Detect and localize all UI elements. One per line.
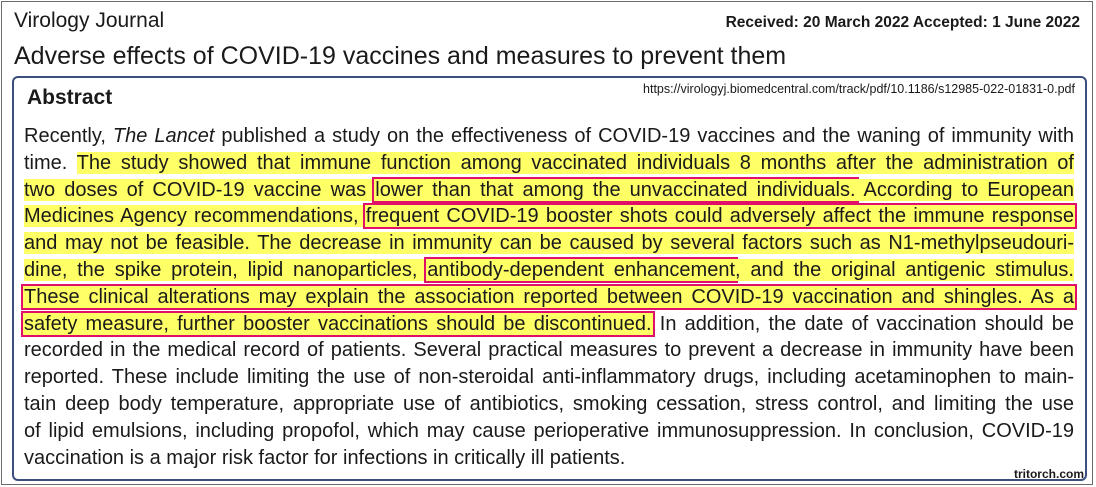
- abstract-text: recorded in the medical record of patien…: [24, 339, 1074, 362]
- abstract-text: The Lancet: [112, 125, 215, 147]
- credit-watermark: tritorch.com: [1013, 467, 1084, 481]
- boxed-highlight-text: These clinical alterations may explain t…: [21, 283, 1077, 310]
- abstract-line: safety measure, further booster vaccinat…: [21, 310, 1074, 338]
- abstract-text: tain deep body temperature, appropriate …: [24, 392, 1074, 415]
- abstract-heading: Abstract: [27, 86, 113, 109]
- abstract-paragraph: Recently, The Lancet published a study o…: [21, 123, 1077, 472]
- abstract-text: In addition, the date of vaccination sho…: [651, 312, 1074, 335]
- abstract-text: reported. These include limiting the use…: [24, 366, 1074, 389]
- boxed-highlight-text: antibody-dependent enhancement: [424, 256, 739, 283]
- abstract-line: and may not be feasible. The decrease in…: [24, 230, 1074, 257]
- abstract-box: Abstract https://virologyj.biomedcentral…: [12, 76, 1087, 481]
- abstract-line: recorded in the medical record of patien…: [24, 337, 1074, 364]
- highlighted-text: The study showed that immune function am…: [76, 151, 1074, 174]
- abstract-line: time. The study showed that immune funct…: [24, 150, 1074, 177]
- highlighted-text: Medicines Agency recommendations,: [24, 205, 366, 228]
- article-title: Adverse effects of COVID-19 vaccines and…: [14, 42, 787, 70]
- highlighted-text: According to European: [855, 178, 1075, 201]
- abstract-text: published a study on the effectiveness o…: [214, 125, 1074, 147]
- abstract-line: reported. These include limiting the use…: [24, 364, 1074, 391]
- highlighted-text: two doses of COVID-19 vaccine was: [24, 178, 376, 201]
- abstract-line: Recently, The Lancet published a study o…: [24, 123, 1074, 150]
- abstract-text: of lipid emulsions, including propofol, …: [24, 419, 1074, 442]
- abstract-text: Recently,: [24, 125, 113, 147]
- abstract-text: time.: [24, 151, 77, 174]
- abstract-line: These clinical alterations may explain t…: [21, 283, 1077, 311]
- abstract-line: of lipid emulsions, including propofol, …: [24, 418, 1074, 445]
- dates-line: Received: 20 March 2022 Accepted: 1 June…: [725, 14, 1080, 31]
- abstract-line: dine, the spike protein, lipid nanoparti…: [24, 256, 1074, 284]
- abstract-line: two doses of COVID-19 vaccine was lower …: [24, 176, 1075, 204]
- boxed-highlight-text: frequent COVID-19 booster shots could ad…: [362, 203, 1077, 230]
- abstract-text: vaccination is a major risk factor for i…: [24, 446, 626, 469]
- journal-name: Virology Journal: [14, 9, 165, 32]
- abstract-line: tain deep body temperature, appropriate …: [24, 391, 1074, 418]
- boxed-highlight-text: safety measure, further booster vaccinat…: [21, 310, 655, 337]
- highlighted-text: , and the original antigenic stimulus.: [735, 258, 1074, 281]
- abstract-line: vaccination is a major risk factor for i…: [24, 445, 1074, 472]
- abstract-line: Medicines Agency recommendations, freque…: [24, 203, 1077, 230]
- source-url[interactable]: https://virologyj.biomedcentral.com/trac…: [643, 82, 1075, 96]
- highlighted-text: and may not be feasible. The decrease in…: [24, 232, 1074, 255]
- boxed-highlight-text: lower than that among the unvaccinated i…: [372, 176, 859, 203]
- highlighted-text: dine, the spike protein, lipid nanoparti…: [24, 258, 428, 281]
